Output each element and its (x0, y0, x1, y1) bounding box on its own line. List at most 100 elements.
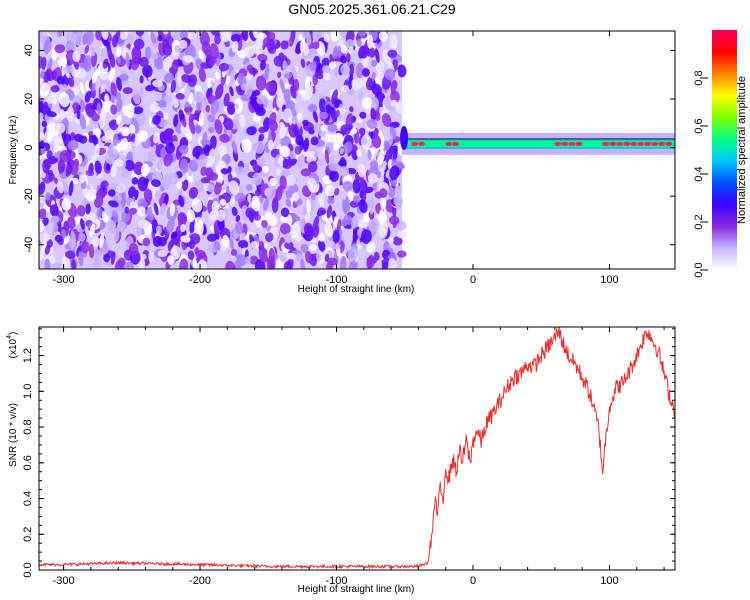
noise-speckle (170, 80, 177, 93)
noise-speckle (375, 60, 385, 73)
noise-speckle (112, 132, 119, 147)
noise-speckle (109, 67, 116, 82)
noise-speckle (280, 223, 291, 235)
noise-speckle (331, 89, 339, 105)
noise-speckle (220, 168, 230, 175)
noise-speckle (325, 261, 334, 269)
noise-speckle (276, 168, 282, 176)
snr-y-label: SNR (10 * v/v) (8, 403, 19, 467)
noise-speckle (54, 122, 66, 134)
noise-speckle (111, 34, 119, 48)
noise-speckle (200, 62, 210, 69)
y-tick-label: 0.8 (22, 419, 34, 434)
noise-speckle (84, 90, 92, 103)
noise-speckle (152, 114, 161, 125)
noise-speckle (143, 188, 153, 203)
noise-speckle (384, 96, 394, 110)
noise-speckle (92, 247, 102, 257)
noise-speckle (392, 236, 403, 246)
noise-speckle (254, 259, 266, 269)
noise-speckle (215, 71, 221, 80)
noise-speckle (265, 81, 276, 93)
noise-speckle (305, 84, 314, 100)
noise-speckle (142, 237, 151, 247)
noise-speckle (206, 77, 212, 89)
noise-speckle (280, 215, 289, 223)
noise-speckle (56, 75, 65, 85)
noise-speckle (357, 163, 366, 178)
noise-speckle (145, 84, 156, 92)
noise-speckle (359, 111, 367, 119)
noise-speckle (312, 41, 320, 50)
noise-speckle (132, 106, 144, 115)
noise-speckle (178, 109, 185, 121)
noise-speckle (263, 198, 269, 212)
noise-speckle (47, 129, 54, 143)
noise-speckle (87, 188, 97, 196)
noise-speckle (234, 166, 246, 176)
noise-speckle (228, 180, 240, 195)
noise-speckle (95, 190, 106, 200)
noise-speckle (65, 41, 77, 53)
noise-speckle (266, 185, 276, 201)
noise-speckle (230, 249, 238, 256)
noise-speckle (85, 203, 91, 215)
noise-speckle (371, 83, 382, 96)
noise-speckle (149, 101, 161, 113)
noise-speckle (356, 38, 362, 47)
noise-speckle (219, 133, 230, 143)
noise-speckle (305, 250, 312, 264)
noise-speckle (88, 243, 95, 259)
noise-speckle (51, 222, 59, 236)
y-tick-label: 0.2 (22, 527, 34, 542)
noise-speckle (367, 173, 378, 184)
noise-speckle (176, 181, 183, 190)
noise-speckle (286, 252, 297, 260)
noise-speckle (42, 101, 48, 114)
noise-speckle (290, 85, 297, 99)
noise-speckle (315, 253, 322, 262)
noise-speckle (94, 143, 100, 158)
signal-peak (561, 141, 569, 146)
noise-speckle (117, 257, 126, 267)
noise-speckle (47, 169, 54, 177)
noise-speckle (337, 159, 347, 167)
y-tick-label: 0.0 (22, 562, 34, 577)
signal-band-inner (404, 140, 675, 147)
noise-speckle (66, 31, 76, 43)
noise-speckle (318, 232, 326, 242)
noise-speckle (186, 209, 196, 223)
noise-speckle (198, 111, 204, 126)
noise-speckle (165, 142, 176, 154)
spectrogram-y-label: Frequency (Hz) (8, 116, 19, 185)
colorbar-tick-label: 0.2 (693, 214, 705, 229)
noise-speckle (96, 102, 102, 115)
noise-speckle (157, 157, 163, 172)
noise-speckle (75, 68, 87, 79)
noise-speckle (314, 72, 324, 80)
noise-speckle (162, 43, 173, 56)
x-tick-label: 0 (470, 274, 476, 286)
noise-speckle (255, 107, 266, 117)
noise-speckle (346, 167, 357, 175)
noise-speckle (45, 191, 51, 201)
noise-speckle (358, 31, 366, 38)
noise-speckle (356, 149, 362, 158)
noise-speckle (395, 101, 405, 115)
noise-speckle (266, 256, 276, 269)
noise-speckle (355, 62, 364, 79)
noise-speckle (205, 104, 211, 113)
noise-speckle (223, 117, 234, 131)
noise-speckle (57, 159, 66, 174)
noise-speckle (200, 177, 211, 184)
noise-speckle (101, 31, 109, 40)
noise-speckle (167, 255, 175, 265)
noise-speckle (144, 46, 152, 59)
noise-speckle (40, 146, 46, 155)
signal-peak (616, 141, 624, 146)
noise-speckle (110, 104, 118, 115)
spectrogram-frame (38, 30, 676, 270)
noise-speckle (61, 229, 67, 239)
noise-speckle (57, 31, 64, 38)
